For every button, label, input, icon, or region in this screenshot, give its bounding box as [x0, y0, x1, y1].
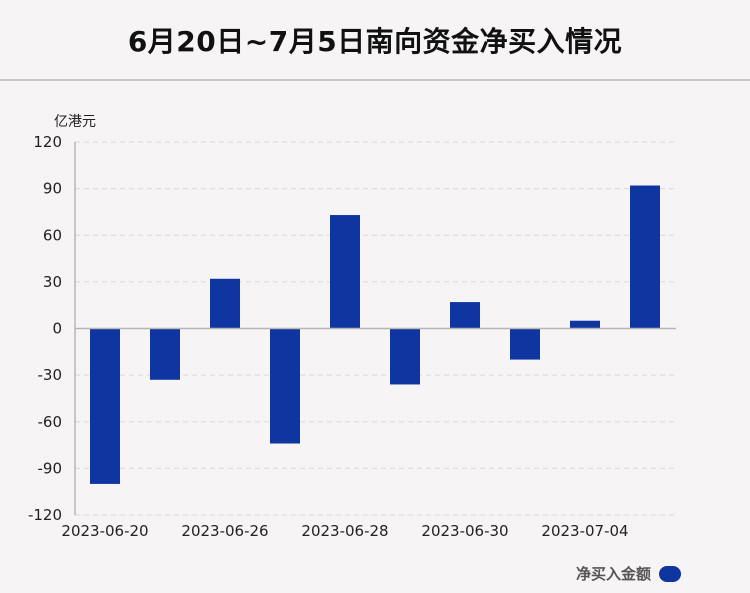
bar	[210, 278, 240, 329]
x-tick-label: 2023-06-20	[61, 522, 148, 540]
y-tick-label: 120	[33, 133, 62, 151]
bar	[510, 328, 540, 360]
bar	[630, 185, 660, 329]
y-tick-label: -30	[38, 366, 63, 384]
bar	[90, 328, 120, 484]
y-tick-label: 30	[43, 273, 62, 291]
bar	[150, 328, 180, 380]
y-tick-label: -60	[38, 413, 63, 431]
legend[interactable]: 净买入金额	[576, 563, 682, 584]
y-tick-label: -90	[38, 459, 63, 477]
legend-swatch	[659, 565, 682, 582]
bar	[270, 328, 300, 444]
bar	[450, 302, 480, 329]
x-tick-label: 2023-07-04	[541, 522, 628, 540]
legend-label: 净买入金额	[576, 565, 652, 583]
bar	[390, 328, 420, 385]
x-tick-label: 2023-06-30	[421, 522, 508, 540]
y-tick-label: 60	[43, 226, 62, 244]
y-tick-label: 90	[43, 180, 62, 198]
chart-title: 6月20日~7月5日南向资金净买入情况	[127, 24, 623, 58]
bar	[570, 320, 600, 329]
bar	[330, 215, 360, 329]
y-tick-label: 0	[52, 320, 62, 338]
y-tick-label: -120	[28, 506, 62, 524]
title-bar: 6月20日~7月5日南向资金净买入情况	[0, 0, 750, 81]
x-tick-label: 2023-06-28	[301, 522, 388, 540]
y-axis-unit: 亿港元	[54, 114, 96, 130]
x-tick-label: 2023-06-26	[181, 522, 268, 540]
